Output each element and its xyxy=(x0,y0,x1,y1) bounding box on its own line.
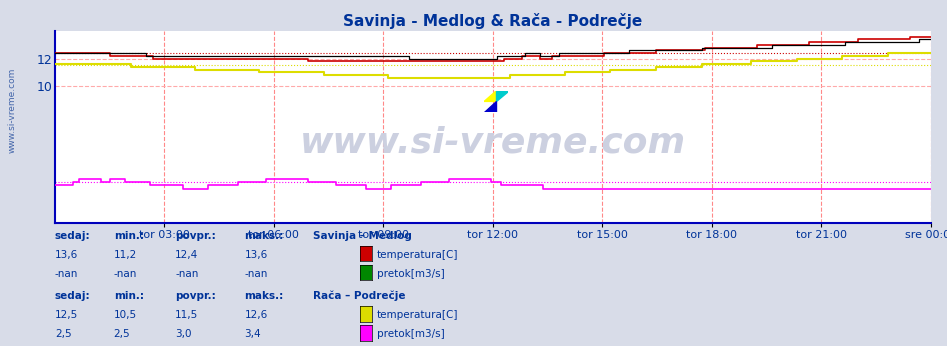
Text: 11,2: 11,2 xyxy=(114,250,137,260)
Title: Savinja - Medlog & Rača - Podrečje: Savinja - Medlog & Rača - Podrečje xyxy=(344,12,642,29)
Text: www.si-vreme.com: www.si-vreme.com xyxy=(300,126,686,160)
Text: 3,0: 3,0 xyxy=(175,329,191,339)
Text: Savinja – Medlog: Savinja – Medlog xyxy=(313,231,411,241)
Polygon shape xyxy=(484,101,496,112)
Text: Rača – Podrečje: Rača – Podrečje xyxy=(313,291,405,301)
Text: maks.:: maks.: xyxy=(244,231,283,241)
Text: 2,5: 2,5 xyxy=(114,329,131,339)
Text: 12,5: 12,5 xyxy=(55,310,79,320)
Text: pretok[m3/s]: pretok[m3/s] xyxy=(377,329,445,339)
Text: 13,6: 13,6 xyxy=(55,250,79,260)
Text: -nan: -nan xyxy=(114,269,137,279)
Text: povpr.:: povpr.: xyxy=(175,291,216,301)
Text: min.:: min.: xyxy=(114,231,144,241)
Text: temperatura[C]: temperatura[C] xyxy=(377,250,458,260)
Text: 3,4: 3,4 xyxy=(244,329,261,339)
Text: min.:: min.: xyxy=(114,291,144,301)
Text: 13,6: 13,6 xyxy=(244,250,268,260)
Text: sedaj:: sedaj: xyxy=(55,231,91,241)
Polygon shape xyxy=(484,91,496,101)
Text: temperatura[C]: temperatura[C] xyxy=(377,310,458,320)
Polygon shape xyxy=(496,91,508,101)
Text: povpr.:: povpr.: xyxy=(175,231,216,241)
Text: 12,6: 12,6 xyxy=(244,310,268,320)
Text: sedaj:: sedaj: xyxy=(55,291,91,301)
Text: pretok[m3/s]: pretok[m3/s] xyxy=(377,269,445,279)
Text: -nan: -nan xyxy=(55,269,79,279)
Text: 12,4: 12,4 xyxy=(175,250,199,260)
Text: 2,5: 2,5 xyxy=(55,329,72,339)
Text: 10,5: 10,5 xyxy=(114,310,136,320)
Text: maks.:: maks.: xyxy=(244,291,283,301)
Text: -nan: -nan xyxy=(244,269,268,279)
Text: 11,5: 11,5 xyxy=(175,310,199,320)
Text: www.si-vreme.com: www.si-vreme.com xyxy=(8,68,17,153)
Text: -nan: -nan xyxy=(175,269,199,279)
